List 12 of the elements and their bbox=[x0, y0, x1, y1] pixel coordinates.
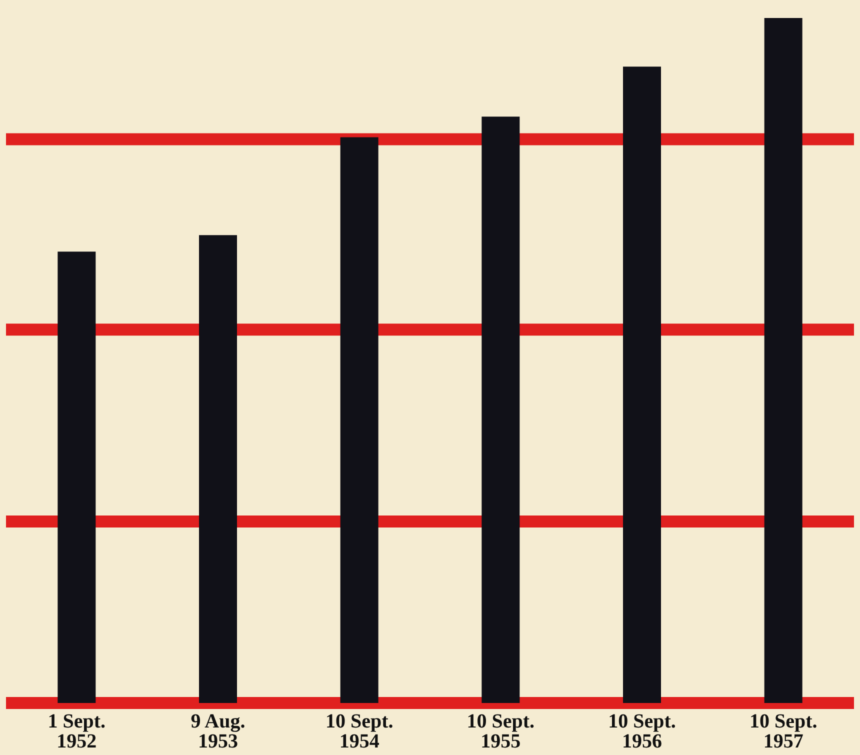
bar bbox=[199, 235, 237, 703]
bar bbox=[58, 252, 96, 703]
x-tick-label: 10 Sept. 1956 bbox=[608, 710, 676, 752]
x-tick-label: 10 Sept. 1954 bbox=[325, 710, 394, 752]
bar bbox=[764, 18, 802, 703]
bar bbox=[623, 66, 661, 703]
x-tick-label: 9 Aug. 1953 bbox=[190, 710, 246, 752]
bar bbox=[482, 116, 520, 703]
bar bbox=[340, 137, 378, 703]
x-tick-label: 1 Sept. 1952 bbox=[48, 710, 106, 752]
x-tick-label: 10 Sept. 1957 bbox=[749, 710, 818, 752]
x-tick-label: 10 Sept. 1955 bbox=[466, 710, 535, 752]
